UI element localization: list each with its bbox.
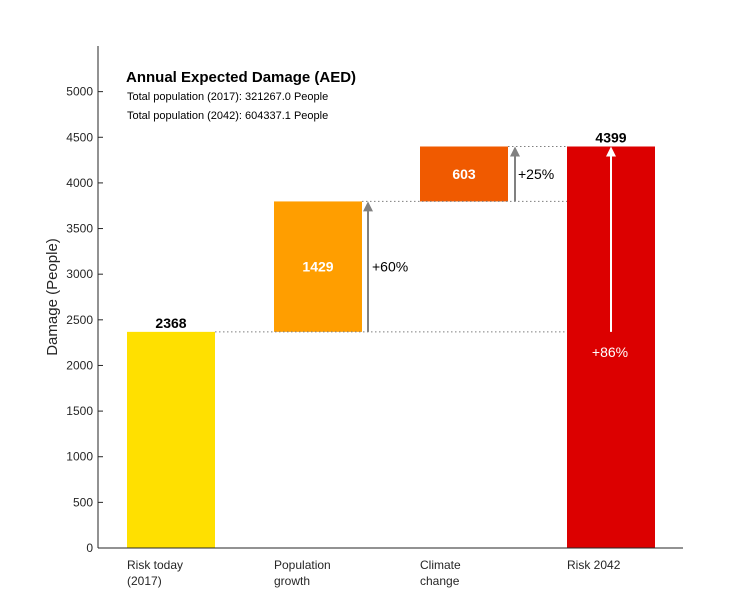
y-tick-label: 2000 [66,358,93,372]
x-category-label-1: Risk today (2017) [127,558,183,588]
x-category-label-line: growth [274,574,310,588]
y-tick-label: 4500 [66,130,93,144]
chart-subtitle-line-2: Total population (2042): 604337.1 People [127,110,328,122]
x-category-label-line: (2017) [127,574,162,588]
bar-value-label-2: 1429 [302,259,333,275]
bar-3 [420,146,508,202]
bar-value-label-1: 2368 [155,315,186,331]
chart-subtitle-line-1: Total population (2017): 321267.0 People [127,91,328,103]
x-category-label-4: Risk 2042 [567,558,621,572]
bar-value-label-3: 603 [452,166,476,182]
y-tick-label: 500 [73,495,93,509]
x-category-label-3: Climate change [420,558,461,588]
y-tick-label: 5000 [66,85,93,99]
y-tick-label: 0 [86,541,93,555]
x-category-label-line: Population [274,558,331,572]
y-tick-label: 3500 [66,222,93,236]
y-tick-label: 1000 [66,450,93,464]
change-arrow-head-3 [606,146,616,157]
change-arrow-head-2 [510,146,520,157]
x-category-label-line: change [420,574,460,588]
bar-value-label-4: 4399 [595,129,626,145]
bar-2 [274,201,362,332]
x-category-label-line: Climate [420,558,461,572]
y-tick-label: 1500 [66,404,93,418]
bar-1 [127,331,215,548]
chart-title: Annual Expected Damage (AED) [126,69,356,86]
y-tick-label: 2500 [66,313,93,327]
x-category-label-line: Risk 2042 [567,558,621,572]
y-tick-label: 4000 [66,176,93,190]
change-label-2: +25% [518,166,554,182]
x-category-label-2: Population growth [274,558,331,588]
x-category-label-line: Risk today [127,558,183,572]
change-label-3: +86% [592,344,628,360]
change-arrow-head-1 [363,201,373,212]
y-axis-title: Damage (People) [44,238,61,356]
change-label-1: +60% [372,259,408,275]
y-tick-label: 3000 [66,267,93,281]
